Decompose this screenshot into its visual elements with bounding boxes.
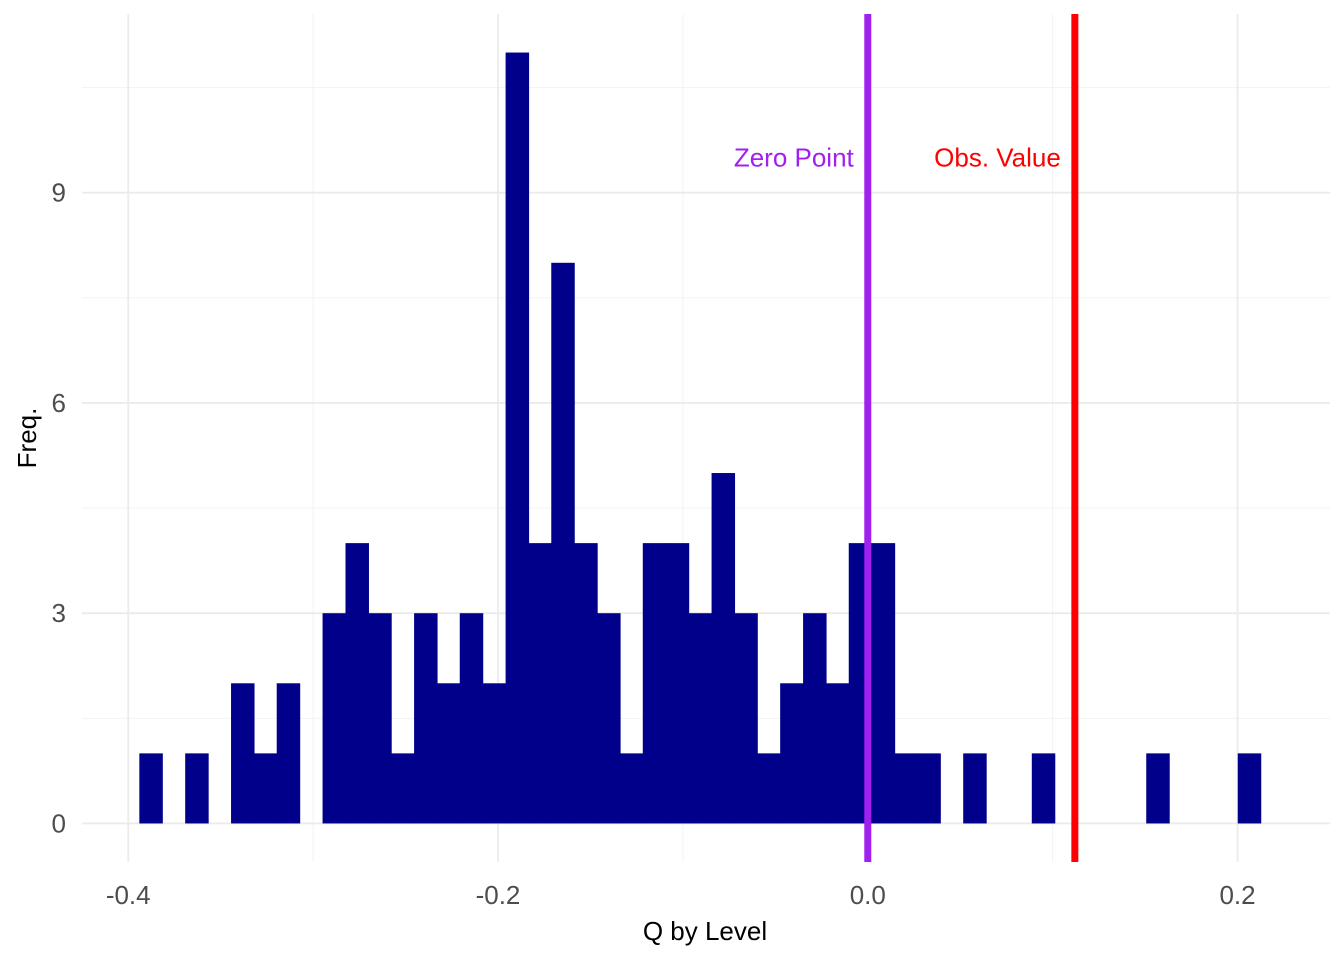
y-tick-label: 9 bbox=[52, 178, 66, 208]
histogram-bar bbox=[459, 613, 484, 824]
histogram-bar bbox=[528, 543, 553, 824]
x-axis-ticks: -0.4 -0.2 0.0 0.2 bbox=[106, 880, 1256, 910]
histogram-bar bbox=[963, 753, 987, 824]
x-tick-label: -0.2 bbox=[476, 880, 521, 910]
histogram-bar bbox=[551, 262, 575, 824]
obs-value-label: Obs. Value bbox=[934, 143, 1061, 173]
histogram-bar bbox=[574, 543, 598, 824]
histogram-bar bbox=[1146, 753, 1170, 824]
histogram-bar bbox=[391, 753, 415, 824]
histogram-bar bbox=[665, 543, 690, 824]
histogram-bar bbox=[688, 613, 713, 824]
reference-lines bbox=[864, 14, 1079, 862]
histogram-bar bbox=[917, 753, 941, 824]
histogram-bar bbox=[825, 683, 850, 824]
histogram-bar bbox=[414, 613, 438, 824]
histogram-bar bbox=[894, 753, 919, 824]
histogram-bar bbox=[780, 683, 804, 824]
histogram-bar bbox=[368, 613, 392, 824]
histogram-bar bbox=[871, 543, 896, 824]
histogram-bar bbox=[620, 753, 644, 824]
histogram-bar bbox=[437, 683, 461, 824]
histogram-bar bbox=[1031, 753, 1056, 824]
y-axis-ticks: 0 3 6 9 bbox=[52, 178, 66, 839]
reference-labels: Zero Point Obs. Value bbox=[734, 143, 1061, 173]
x-tick-label: 0.2 bbox=[1219, 880, 1255, 910]
histogram-bar bbox=[803, 613, 827, 824]
histogram-bar bbox=[139, 753, 163, 824]
x-tick-label: -0.4 bbox=[106, 880, 151, 910]
histogram-bar bbox=[711, 473, 736, 824]
y-tick-label: 3 bbox=[52, 598, 66, 628]
histogram-bars bbox=[139, 52, 1262, 824]
histogram-bar bbox=[505, 52, 530, 824]
y-tick-label: 6 bbox=[52, 388, 66, 418]
histogram-bar bbox=[482, 683, 507, 824]
y-tick-label: 0 bbox=[52, 808, 66, 838]
histogram-bar bbox=[185, 753, 209, 824]
histogram-bar bbox=[1237, 753, 1262, 824]
histogram-bar bbox=[345, 543, 369, 824]
histogram-bar bbox=[253, 753, 278, 824]
y-axis-title: Freq. bbox=[12, 408, 42, 469]
histogram-bar bbox=[597, 613, 621, 824]
histogram-bar bbox=[757, 753, 781, 824]
histogram-bar bbox=[642, 543, 667, 824]
zero-point-label: Zero Point bbox=[734, 143, 855, 173]
histogram-bar bbox=[276, 683, 301, 824]
histogram-bar bbox=[734, 613, 758, 824]
histogram-bar bbox=[231, 683, 255, 824]
histogram-bar bbox=[322, 613, 347, 824]
x-tick-label: 0.0 bbox=[850, 880, 886, 910]
x-axis-title: Q by Level bbox=[643, 916, 767, 946]
